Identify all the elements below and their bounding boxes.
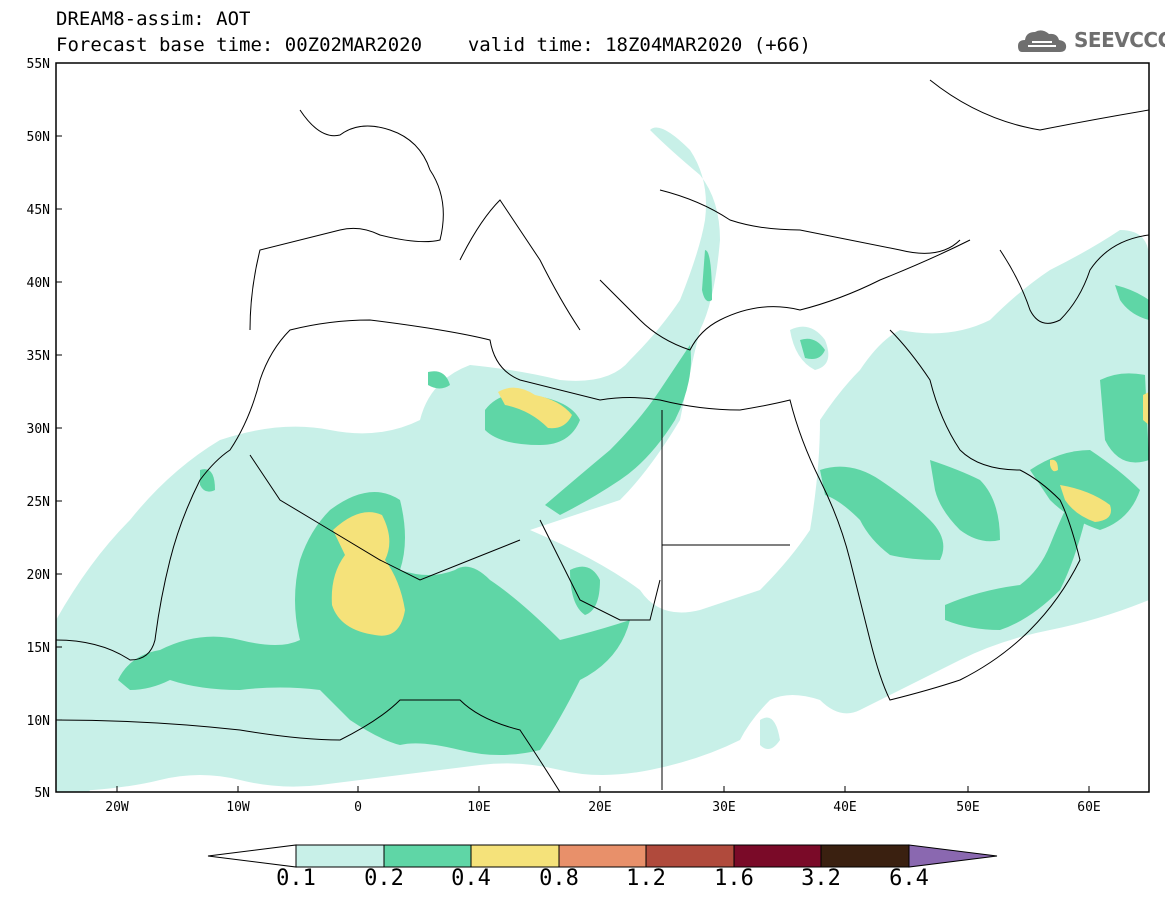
- longitude-labels: 20W 10W 0 10E 20E 30E 40E 50E 60E: [105, 800, 1100, 815]
- colorbar-high-arrow: [908, 844, 998, 868]
- colorbar-label: 0.2: [364, 866, 404, 891]
- lat-label: 20N: [27, 568, 50, 583]
- lat-label: 50N: [27, 130, 50, 145]
- colorbar-label: 3.2: [801, 866, 841, 891]
- colorbar-segment: [295, 844, 385, 868]
- coastlines: [56, 79, 1149, 792]
- colorbar-label: 6.4: [889, 866, 929, 891]
- lon-label: 30E: [712, 800, 735, 815]
- lon-label: 0: [354, 800, 362, 815]
- axis-ticks: [56, 135, 1090, 792]
- colorbar-segment: [383, 844, 472, 868]
- colorbar-label: 0.1: [276, 866, 316, 891]
- base-time: Forecast base time: 00Z02MAR2020: [56, 34, 423, 56]
- lat-label: 25N: [27, 495, 50, 510]
- lat-label: 55N: [27, 57, 50, 72]
- lat-label: 35N: [27, 349, 50, 364]
- colorbar-label: 0.4: [451, 866, 491, 891]
- colorbar-segment: [820, 844, 910, 868]
- latitude-labels: 55N 50N 45N 40N 35N 30N 25N 20N 15N 10N …: [27, 57, 50, 801]
- lon-label: 40E: [833, 800, 856, 815]
- colorbar: [207, 844, 998, 868]
- lon-label: 10E: [467, 800, 490, 815]
- colorbar-label: 0.8: [539, 866, 579, 891]
- colorbar-label: 1.6: [714, 866, 754, 891]
- colorbar-segment: [733, 844, 822, 868]
- aot-0.4-0.8-region: [331, 387, 1149, 636]
- colorbar-label: 1.2: [626, 866, 666, 891]
- aot-field: [56, 127, 1149, 792]
- colorbar-segment: [558, 844, 647, 868]
- lon-label: 20E: [588, 800, 611, 815]
- lon-label: 20W: [105, 800, 129, 815]
- lat-label: 5N: [34, 786, 50, 801]
- lat-label: 40N: [27, 276, 50, 291]
- colorbar-segment: [470, 844, 560, 868]
- logo-text: SEEVCCC: [1074, 28, 1165, 52]
- colorbar-segment: [645, 844, 735, 868]
- cloud-logo-icon: [1018, 30, 1067, 52]
- lat-label: 10N: [27, 714, 50, 729]
- seevccc-logo: [1016, 24, 1156, 58]
- map-title: DREAM8-assim: AOT: [56, 8, 251, 30]
- forecast-time-line: Forecast base time: 00Z02MAR2020 valid t…: [56, 35, 811, 55]
- lon-label: 10W: [226, 800, 250, 815]
- lon-label: 60E: [1077, 800, 1100, 815]
- lat-label: 45N: [27, 203, 50, 218]
- lon-label: 50E: [956, 800, 979, 815]
- valid-time: valid time: 18Z04MAR2020 (+66): [467, 34, 811, 56]
- lat-label: 15N: [27, 641, 50, 656]
- colorbar-low-arrow: [207, 844, 297, 868]
- lat-label: 30N: [27, 422, 50, 437]
